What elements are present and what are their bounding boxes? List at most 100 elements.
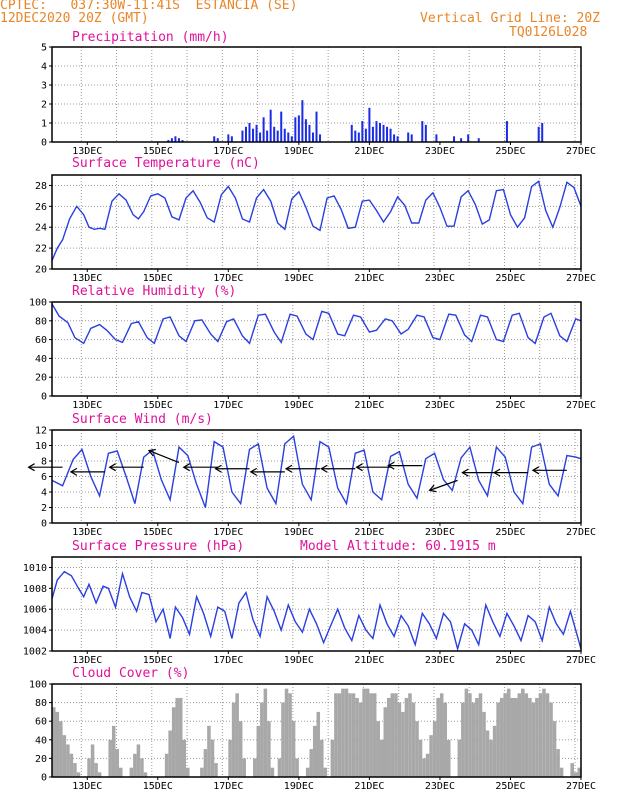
x-tick-label: 19DEC — [284, 400, 314, 411]
cloud-bar — [404, 697, 409, 777]
cloud-bar — [182, 739, 187, 777]
precip-bar — [283, 128, 286, 142]
cloud-bar — [140, 758, 144, 777]
cloud-bar — [203, 749, 208, 777]
x-tick-label: 21DEC — [354, 273, 384, 284]
cloud-bar — [90, 744, 95, 777]
cloud-bar — [408, 693, 412, 777]
cloud-bar — [312, 725, 317, 777]
y-tick-label: 26 — [35, 202, 47, 213]
x-tick-label: 27DEC — [566, 146, 596, 157]
precip-bar — [319, 134, 322, 142]
wind-arrow — [461, 468, 497, 477]
cloud-bar — [214, 763, 218, 777]
wind-arrow — [27, 463, 63, 472]
y-tick-label: 60 — [35, 717, 47, 728]
x-tick-label: 25DEC — [495, 527, 525, 538]
precip-bar — [167, 140, 170, 142]
cloud-bar — [517, 693, 522, 777]
x-tick-label: 23DEC — [425, 146, 455, 157]
precip-bar — [280, 111, 283, 142]
x-tick-label: 25DEC — [495, 273, 525, 284]
precip-bar — [276, 130, 279, 142]
cloud-bar — [200, 767, 204, 777]
panel-title: Relative Humidity (%) — [72, 284, 236, 299]
wind-arrow-head — [428, 484, 437, 493]
x-tick-label: 27DEC — [566, 781, 596, 792]
cloud-bar — [136, 744, 141, 777]
cloud-bar — [351, 693, 356, 777]
wind-arrow — [428, 479, 458, 493]
cloud-bar — [69, 753, 74, 777]
precip-bar — [389, 128, 392, 142]
y-tick-label: 100 — [29, 298, 47, 309]
header-station: CPTEC: 037:30W-11:41S ESTANCIA (SE) — [0, 0, 298, 13]
cloud-bar — [401, 711, 405, 777]
x-tick-label: 15DEC — [143, 527, 173, 538]
x-tick-label: 17DEC — [213, 273, 243, 284]
x-tick-label: 21DEC — [354, 400, 384, 411]
precip-bar — [181, 140, 184, 142]
x-tick-label: 13DEC — [72, 400, 102, 411]
precip-bar — [294, 117, 297, 142]
cloud-bar — [228, 739, 232, 777]
y-tick-label: 100 — [29, 680, 47, 691]
precip-bar — [505, 121, 508, 142]
x-tick-label: 23DEC — [425, 273, 455, 284]
precip-bar — [424, 124, 427, 142]
precip-bar — [269, 109, 272, 142]
precip-bar — [266, 130, 269, 142]
y-tick-label: 6 — [41, 472, 47, 483]
panel-frame — [51, 429, 582, 524]
cloud-bar — [489, 739, 493, 777]
x-tick-label: 13DEC — [72, 146, 102, 157]
panel-title: Surface Temperature (nC) — [72, 156, 260, 171]
cloud-bar — [439, 693, 444, 777]
cloud-bar — [119, 767, 123, 777]
panel-wind: 0 2 4 6 8 10 12 13DEC 15DEC 17DEC 19DEC 21DEC 23DEC 2… — [27, 412, 596, 538]
panel-title: Precipitation (mm/h) — [72, 30, 229, 45]
cloud-bar — [238, 721, 243, 777]
wind-arrow-head — [492, 468, 501, 477]
x-tick-label: 19DEC — [284, 655, 314, 666]
cloud-bar — [376, 721, 380, 777]
panel-temp: 20 22 24 26 28 13DEC 15DEC 17DEC 19DEC 21DEC 23DEC… — [35, 156, 596, 284]
x-tick-label: 25DEC — [495, 655, 525, 666]
cloud-bar — [253, 758, 257, 777]
cloud-bar — [499, 697, 504, 777]
wind-arrow — [249, 467, 285, 476]
cloud-bar — [390, 693, 395, 777]
cloud-bar — [260, 702, 264, 777]
wind-arrow-head — [214, 464, 222, 473]
y-tick-label: 1008 — [23, 584, 47, 595]
y-tick-label: 1 — [41, 119, 47, 130]
x-tick-label: 27DEC — [566, 527, 596, 538]
cloud-bar — [171, 707, 176, 777]
cloud-bar — [288, 693, 292, 777]
cloud-bar — [468, 693, 472, 777]
x-tick-label: 15DEC — [143, 781, 173, 792]
cloud-bar — [513, 697, 518, 777]
x-tick-label: 19DEC — [284, 781, 314, 792]
cloud-bar — [496, 702, 500, 777]
temp-series-line — [51, 180, 582, 261]
precip-bar — [170, 138, 173, 142]
precip-bar — [375, 121, 378, 142]
wind-arrow — [387, 461, 423, 470]
panel-title: Surface Pressure (hPa) — [72, 539, 244, 554]
precip-bar — [421, 121, 424, 142]
y-tick-label: 8 — [41, 457, 47, 468]
y-tick-label: 0 — [41, 392, 47, 403]
y-tick-label: 22 — [35, 244, 47, 255]
cloud-bar — [341, 688, 345, 777]
cloud-bar — [267, 721, 271, 777]
precip-bar — [477, 138, 480, 142]
cloud-bar — [478, 693, 483, 777]
panel-rh: 0 20 40 60 80 100 13DEC 15DEC 17DEC 19DEC 21DEC 23D… — [29, 284, 596, 411]
cloud-bar — [387, 697, 391, 777]
panel-precip: 0 1 2 3 4 5 13DEC 15DEC 17DEC 19DEC 21DEC 23DEC 25DE… — [41, 30, 596, 157]
cloud-bar — [231, 702, 236, 777]
precip-bar — [311, 132, 314, 142]
x-tick-label: 15DEC — [143, 273, 173, 284]
